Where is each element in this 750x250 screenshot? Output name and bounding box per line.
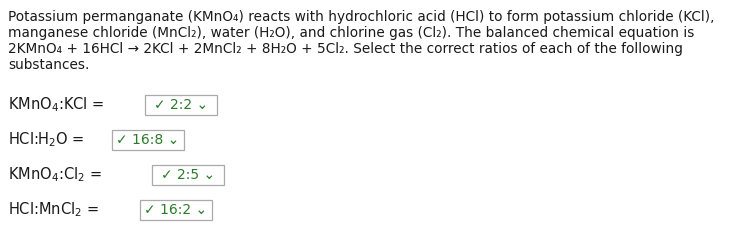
Text: ✓ 2:5 ⌄: ✓ 2:5 ⌄	[161, 168, 215, 182]
FancyBboxPatch shape	[145, 95, 217, 115]
Text: 2KMnO₄ + 16HCl → 2KCl + 2MnCl₂ + 8H₂O + 5Cl₂. Select the correct ratios of each : 2KMnO₄ + 16HCl → 2KCl + 2MnCl₂ + 8H₂O + …	[8, 42, 682, 56]
Text: manganese chloride (MnCl₂), water (H₂O), and chlorine gas (Cl₂). The balanced ch: manganese chloride (MnCl₂), water (H₂O),…	[8, 26, 694, 40]
FancyBboxPatch shape	[140, 200, 212, 220]
FancyBboxPatch shape	[112, 130, 184, 150]
Text: ✓ 16:2 ⌄: ✓ 16:2 ⌄	[145, 203, 208, 217]
Text: ✓ 2:2 ⌄: ✓ 2:2 ⌄	[154, 98, 208, 112]
Text: Potassium permanganate (KMnO₄) reacts with hydrochloric acid (HCl) to form potas: Potassium permanganate (KMnO₄) reacts wi…	[8, 10, 715, 24]
FancyBboxPatch shape	[152, 165, 224, 185]
Text: KMnO$_4$:KCl =: KMnO$_4$:KCl =	[8, 96, 104, 114]
Text: ✓ 16:8 ⌄: ✓ 16:8 ⌄	[116, 133, 180, 147]
Text: HCl:MnCl$_2$ =: HCl:MnCl$_2$ =	[8, 201, 99, 219]
Text: substances.: substances.	[8, 58, 89, 72]
Text: KMnO$_4$:Cl$_2$ =: KMnO$_4$:Cl$_2$ =	[8, 166, 102, 184]
Text: HCl:H$_2$O =: HCl:H$_2$O =	[8, 131, 84, 149]
